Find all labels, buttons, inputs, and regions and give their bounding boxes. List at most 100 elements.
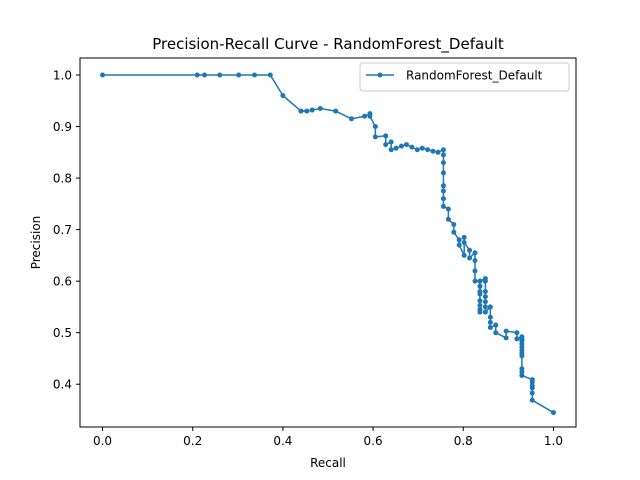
data-point bbox=[373, 134, 378, 139]
data-point bbox=[441, 188, 446, 193]
data-point bbox=[519, 366, 524, 371]
y-tick-label: 0.8 bbox=[53, 172, 72, 186]
data-point bbox=[441, 160, 446, 165]
data-point bbox=[202, 73, 207, 78]
data-point bbox=[394, 146, 399, 151]
data-point bbox=[436, 150, 441, 155]
data-point bbox=[457, 243, 462, 248]
data-point bbox=[100, 73, 105, 78]
data-point bbox=[462, 235, 467, 240]
y-axis-ticks: 0.4 0.5 0.6 0.7 0.8 0.9 1.0 bbox=[53, 69, 80, 392]
legend: RandomForest_Default bbox=[360, 63, 569, 91]
data-point bbox=[318, 106, 323, 111]
series-line bbox=[103, 75, 554, 413]
y-axis-title: Precision bbox=[29, 216, 43, 270]
data-point bbox=[404, 142, 409, 147]
data-point bbox=[473, 258, 478, 263]
data-point bbox=[483, 299, 488, 304]
data-point bbox=[488, 315, 493, 320]
data-point bbox=[514, 330, 519, 335]
plot-area bbox=[100, 73, 556, 416]
x-tick-label: 0.2 bbox=[183, 434, 202, 448]
data-point bbox=[483, 276, 488, 281]
data-point bbox=[362, 114, 367, 119]
data-point bbox=[451, 230, 456, 235]
data-point bbox=[483, 294, 488, 299]
data-point bbox=[530, 390, 535, 395]
y-tick-label: 1.0 bbox=[53, 69, 72, 83]
axes-frame bbox=[80, 58, 576, 427]
data-point bbox=[431, 149, 436, 154]
data-point bbox=[483, 310, 488, 315]
data-point bbox=[383, 133, 388, 138]
y-tick-label: 0.5 bbox=[53, 326, 72, 340]
data-point bbox=[373, 124, 378, 129]
data-point bbox=[383, 142, 388, 147]
data-point bbox=[477, 289, 482, 294]
data-point bbox=[441, 196, 446, 201]
data-point bbox=[217, 73, 222, 78]
data-point bbox=[493, 330, 498, 335]
data-point bbox=[280, 93, 285, 98]
data-point bbox=[446, 207, 451, 212]
data-point bbox=[530, 398, 535, 403]
legend-series-marker bbox=[378, 73, 383, 78]
data-point bbox=[473, 268, 478, 273]
chart-title: Precision-Recall Curve - RandomForest_De… bbox=[152, 35, 504, 54]
data-point bbox=[483, 289, 488, 294]
data-point bbox=[488, 320, 493, 325]
data-point bbox=[477, 298, 482, 303]
data-point bbox=[268, 73, 273, 78]
x-tick-label: 1.0 bbox=[544, 434, 563, 448]
data-point bbox=[488, 325, 493, 330]
data-point bbox=[441, 152, 446, 157]
data-point bbox=[467, 255, 472, 260]
data-point bbox=[441, 147, 446, 152]
data-point bbox=[446, 217, 451, 222]
data-point bbox=[415, 147, 420, 152]
data-point bbox=[457, 237, 462, 242]
data-point bbox=[514, 336, 519, 341]
data-point bbox=[473, 250, 478, 255]
data-point bbox=[451, 222, 456, 227]
data-point bbox=[195, 73, 200, 78]
data-point bbox=[236, 73, 241, 78]
legend-series-label: RandomForest_Default bbox=[406, 69, 543, 83]
data-point bbox=[298, 109, 303, 114]
data-point bbox=[467, 248, 472, 253]
y-tick-label: 0.9 bbox=[53, 120, 72, 134]
data-point bbox=[519, 334, 524, 339]
data-point bbox=[389, 140, 394, 145]
y-tick-label: 0.7 bbox=[53, 223, 72, 237]
data-point bbox=[420, 146, 425, 151]
data-point bbox=[441, 204, 446, 209]
x-tick-label: 0.0 bbox=[93, 434, 112, 448]
data-point bbox=[304, 109, 309, 114]
data-point bbox=[425, 147, 430, 152]
data-point bbox=[367, 111, 372, 116]
data-point bbox=[477, 310, 482, 315]
data-point bbox=[477, 279, 482, 284]
data-point bbox=[551, 410, 556, 415]
data-point bbox=[504, 329, 509, 334]
data-point bbox=[462, 240, 467, 245]
x-axis-title: Recall bbox=[310, 456, 346, 470]
data-point bbox=[399, 144, 404, 149]
data-point bbox=[441, 183, 446, 188]
data-point bbox=[493, 322, 498, 327]
data-point bbox=[389, 147, 394, 152]
x-tick-label: 0.4 bbox=[273, 434, 292, 448]
x-tick-label: 0.6 bbox=[364, 434, 383, 448]
y-tick-label: 0.6 bbox=[53, 275, 72, 289]
data-point bbox=[252, 73, 257, 78]
data-point bbox=[462, 253, 467, 258]
data-point bbox=[477, 284, 482, 289]
data-point bbox=[441, 170, 446, 175]
data-point bbox=[310, 108, 315, 113]
data-point bbox=[483, 304, 488, 309]
data-point bbox=[349, 116, 354, 121]
data-point bbox=[488, 304, 493, 309]
data-point bbox=[530, 377, 535, 382]
data-point bbox=[473, 279, 478, 284]
